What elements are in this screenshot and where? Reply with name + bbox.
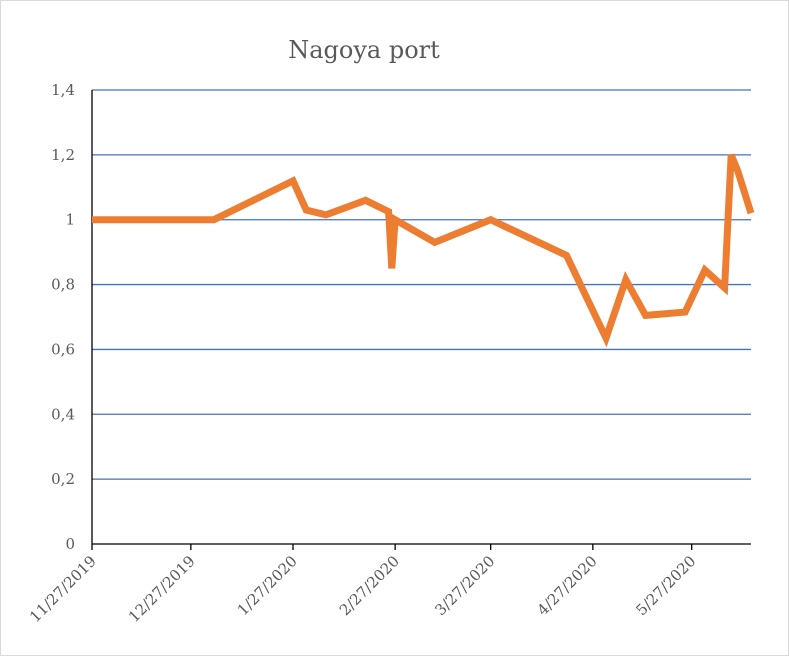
y-tick-label: 0,2	[51, 470, 75, 488]
x-tick-label: 5/27/2020	[632, 552, 699, 619]
y-tick-label: 0,8	[51, 276, 75, 294]
chart-title: Nagoya port	[288, 36, 440, 64]
y-tick-label: 0,6	[51, 340, 75, 358]
x-tick-label: 2/27/2020	[336, 552, 403, 619]
y-tick-label: 1	[65, 211, 75, 229]
series	[92, 153, 755, 348]
y-tick-label: 0	[65, 535, 75, 553]
y-tick-labels: 0 0,2 0,4 0,6 0,8 1 1,2 1,4	[51, 81, 75, 553]
x-tick-label: 11/27/2019	[26, 552, 100, 626]
x-tick-labels: 11/27/2019 12/27/2019 1/27/2020 2/27/2020 3/…	[26, 544, 700, 626]
x-tick-label: 3/27/2020	[431, 552, 498, 619]
y-tick-label: 1,2	[51, 146, 75, 164]
x-tick-label: 12/27/2019	[125, 552, 199, 626]
x-tick-label: 4/27/2020	[534, 552, 601, 619]
x-tick-label: 1/27/2020	[234, 552, 301, 619]
axes	[91, 90, 751, 545]
y-tick-label: 0,4	[51, 405, 75, 423]
y-tick-label: 1,4	[51, 81, 75, 99]
series-line	[92, 153, 755, 348]
gridlines	[92, 89, 751, 480]
